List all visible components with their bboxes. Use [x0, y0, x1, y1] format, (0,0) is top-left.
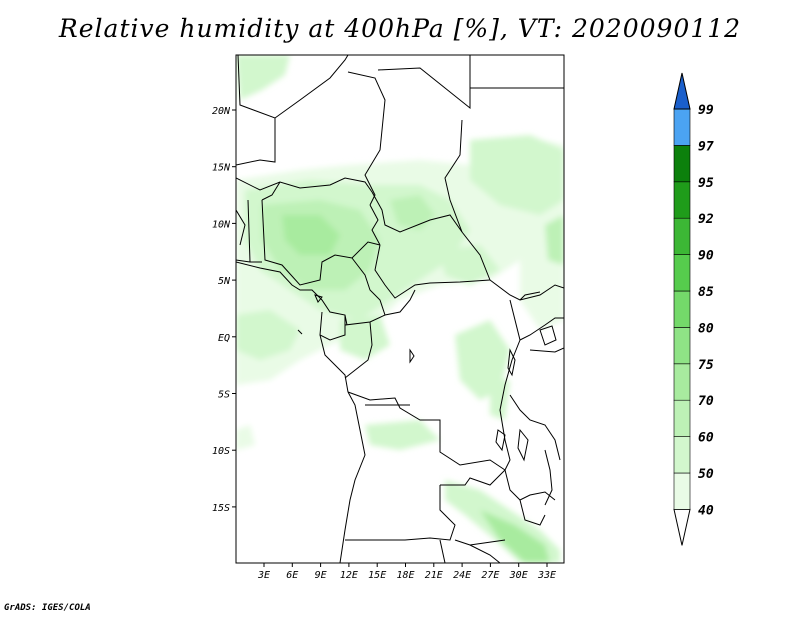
- x-tick-label: 24E: [453, 570, 471, 581]
- colorbar-label: 70: [698, 394, 714, 409]
- x-tick-label: 15E: [368, 570, 386, 581]
- colorbar-label: 85: [698, 285, 714, 300]
- x-tick-label: 9E: [315, 570, 327, 581]
- y-tick-label: 10S: [212, 446, 230, 457]
- colorbar-label: 90: [698, 249, 714, 264]
- y-tick-label: 15N: [212, 163, 231, 174]
- colorbar-band: [673, 145, 691, 183]
- x-tick-label: 30E: [509, 570, 528, 581]
- x-tick-label: 27E: [481, 570, 499, 581]
- colorbar-band: [673, 327, 691, 365]
- colorbar-label: 40: [698, 503, 714, 518]
- x-tick-label: 33E: [537, 570, 556, 581]
- colorbar-label: 92: [698, 212, 714, 227]
- colorbar-band: [673, 436, 691, 474]
- colorbar-band: [673, 108, 691, 146]
- colorbar-band: [673, 363, 691, 401]
- colorbar-band: [673, 472, 691, 510]
- colorbar-label: 50: [698, 467, 714, 482]
- humidity-shading: [236, 55, 564, 563]
- colorbar-label: 75: [698, 358, 714, 373]
- colorbar-band: [673, 217, 691, 255]
- colorbar-band: [673, 254, 691, 292]
- y-tick-label: 5N: [218, 276, 231, 287]
- y-tick-label: 5S: [218, 390, 230, 401]
- colorbar-label: 80: [698, 321, 714, 336]
- country-borders: [236, 55, 564, 563]
- colorbar-label: 95: [698, 176, 714, 191]
- map-frame: [235, 54, 565, 564]
- colorbar-upper-triangle: [673, 72, 691, 110]
- y-tick-label: 15S: [212, 503, 230, 514]
- colorbar-label: 99: [698, 103, 714, 118]
- colorbar-band: [673, 399, 691, 437]
- x-tick-label: 18E: [396, 570, 414, 581]
- y-tick-label: 20N: [212, 106, 231, 117]
- colorbar-label: 60: [698, 431, 714, 446]
- colorbar-band: [673, 181, 691, 219]
- y-tick-label: EQ: [218, 333, 230, 344]
- x-tick-label: 21E: [425, 570, 443, 581]
- colorbar-band: [673, 290, 691, 328]
- colorbar-label: 97: [698, 139, 714, 154]
- y-axis: 20N 15N 10N 5N EQ 5S 10S 15S: [212, 106, 236, 514]
- x-tick-label: 12E: [340, 570, 358, 581]
- x-tick-label: 6E: [286, 570, 298, 581]
- colorbar-lower-triangle: [673, 508, 691, 546]
- map-title: Relative humidity at 400hPa [%], VT: 202…: [58, 14, 742, 43]
- colorbar-legend: 40 50 60 70 75 80 85 90 92 95 97 99: [673, 72, 714, 546]
- y-tick-label: 10N: [212, 219, 231, 230]
- x-axis: 3E 6E 9E 12E 15E 18E 21E 24E 27E 30E 33E: [257, 563, 556, 581]
- x-tick-label: 3E: [257, 570, 270, 581]
- grads-credit: GrADS: IGES/COLA: [4, 603, 91, 613]
